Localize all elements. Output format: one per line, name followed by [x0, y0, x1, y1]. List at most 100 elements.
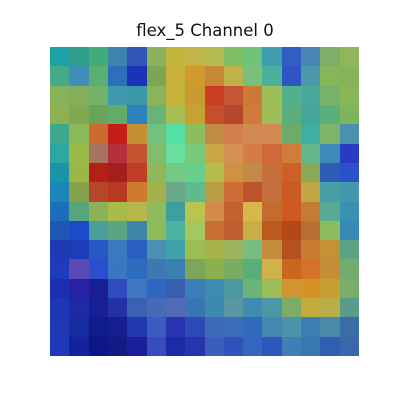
- heatmap-cell: [223, 201, 244, 221]
- heatmap-cell: [146, 182, 166, 202]
- heatmap-cell: [281, 104, 302, 125]
- heatmap-cell: [69, 259, 89, 279]
- heatmap-cell: [223, 220, 244, 241]
- heatmap-cell: [243, 259, 263, 279]
- heatmap-cell: [127, 317, 147, 337]
- heatmap-cell: [107, 317, 128, 337]
- heatmap-cell: [127, 66, 147, 86]
- heatmap-cell: [204, 162, 224, 183]
- heatmap-cell: [223, 317, 244, 337]
- heatmap-cell: [320, 66, 340, 86]
- heatmap-cell: [320, 278, 340, 299]
- heatmap-cell: [146, 278, 166, 299]
- heatmap-cell: [262, 240, 282, 260]
- heatmap-cell: [107, 336, 128, 356]
- heatmap-cell: [165, 201, 186, 221]
- heatmap-cell: [301, 66, 321, 86]
- heatmap-cell: [320, 298, 340, 318]
- heatmap-cell: [165, 47, 186, 67]
- heatmap-cell: [339, 278, 359, 299]
- heatmap-cell: [107, 278, 128, 299]
- heatmap-cell: [243, 278, 263, 299]
- heatmap-cell: [88, 220, 108, 241]
- heatmap-cell: [320, 143, 340, 163]
- heatmap-cell: [127, 104, 147, 125]
- heatmap-cell: [281, 298, 302, 318]
- heatmap-cell: [69, 182, 89, 202]
- heatmap-cell: [127, 298, 147, 318]
- heatmap-cell: [339, 336, 359, 356]
- heatmap-cell: [301, 240, 321, 260]
- heatmap-cell: [127, 47, 147, 67]
- heatmap-cell: [204, 143, 224, 163]
- heatmap-cell: [204, 240, 224, 260]
- heatmap-cell: [165, 278, 186, 299]
- heatmap-cell: [127, 259, 147, 279]
- heatmap-cell: [185, 66, 205, 86]
- heatmap-cell: [223, 66, 244, 86]
- heatmap-cell: [69, 143, 89, 163]
- heatmap-cell: [281, 278, 302, 299]
- heatmap-cell: [339, 240, 359, 260]
- heatmap-cell: [243, 317, 263, 337]
- heatmap-cell: [262, 162, 282, 183]
- heatmap-cell: [223, 124, 244, 144]
- heatmap-cell: [204, 201, 224, 221]
- heatmap-cell: [262, 201, 282, 221]
- heatmap-cell: [243, 182, 263, 202]
- heatmap-cell: [50, 259, 70, 279]
- heatmap-cell: [320, 259, 340, 279]
- heatmap-cell: [223, 259, 244, 279]
- heatmap-cell: [262, 336, 282, 356]
- heatmap-cell: [165, 220, 186, 241]
- heatmap-cell: [69, 298, 89, 318]
- heatmap-cell: [243, 66, 263, 86]
- heatmap-cell: [50, 336, 70, 356]
- heatmap-cell: [127, 240, 147, 260]
- heatmap-cell: [88, 162, 108, 183]
- heatmap-cell: [339, 220, 359, 241]
- heatmap-cell: [301, 220, 321, 241]
- heatmap-cell: [301, 298, 321, 318]
- heatmap-cell: [262, 124, 282, 144]
- heatmap-cell: [88, 298, 108, 318]
- heatmap-cell: [204, 47, 224, 67]
- heatmap-cell: [243, 124, 263, 144]
- heatmap-cell: [204, 298, 224, 318]
- heatmap-cell: [281, 182, 302, 202]
- heatmap-cell: [107, 220, 128, 241]
- heatmap-cell: [281, 201, 302, 221]
- heatmap-cell: [339, 201, 359, 221]
- heatmap-cell: [262, 143, 282, 163]
- heatmap-cell: [281, 124, 302, 144]
- heatmap-cell: [204, 336, 224, 356]
- heatmap-cell: [223, 162, 244, 183]
- heatmap-cell: [339, 85, 359, 105]
- heatmap-cell: [50, 182, 70, 202]
- heatmap-cell: [262, 85, 282, 105]
- heatmap-cell: [339, 298, 359, 318]
- heatmap-cell: [243, 143, 263, 163]
- heatmap-cell: [301, 317, 321, 337]
- heatmap-cell: [204, 66, 224, 86]
- heatmap-cell: [165, 66, 186, 86]
- heatmap-cell: [50, 240, 70, 260]
- heatmap-cell: [262, 298, 282, 318]
- heatmap-cell: [281, 162, 302, 183]
- heatmap-cell: [262, 220, 282, 241]
- heatmap-cell: [185, 124, 205, 144]
- heatmap-cell: [50, 124, 70, 144]
- heatmap-cell: [320, 47, 340, 67]
- heatmap-cell: [204, 124, 224, 144]
- heatmap-cell: [281, 47, 302, 67]
- heatmap-cell: [146, 47, 166, 67]
- heatmap-cell: [185, 336, 205, 356]
- heatmap-cell: [281, 259, 302, 279]
- heatmap-cell: [262, 104, 282, 125]
- heatmap-cell: [50, 317, 70, 337]
- heatmap-cell: [339, 259, 359, 279]
- heatmap-cell: [301, 259, 321, 279]
- heatmap-cell: [127, 278, 147, 299]
- heatmap-cell: [146, 336, 166, 356]
- heatmap-cell: [281, 220, 302, 241]
